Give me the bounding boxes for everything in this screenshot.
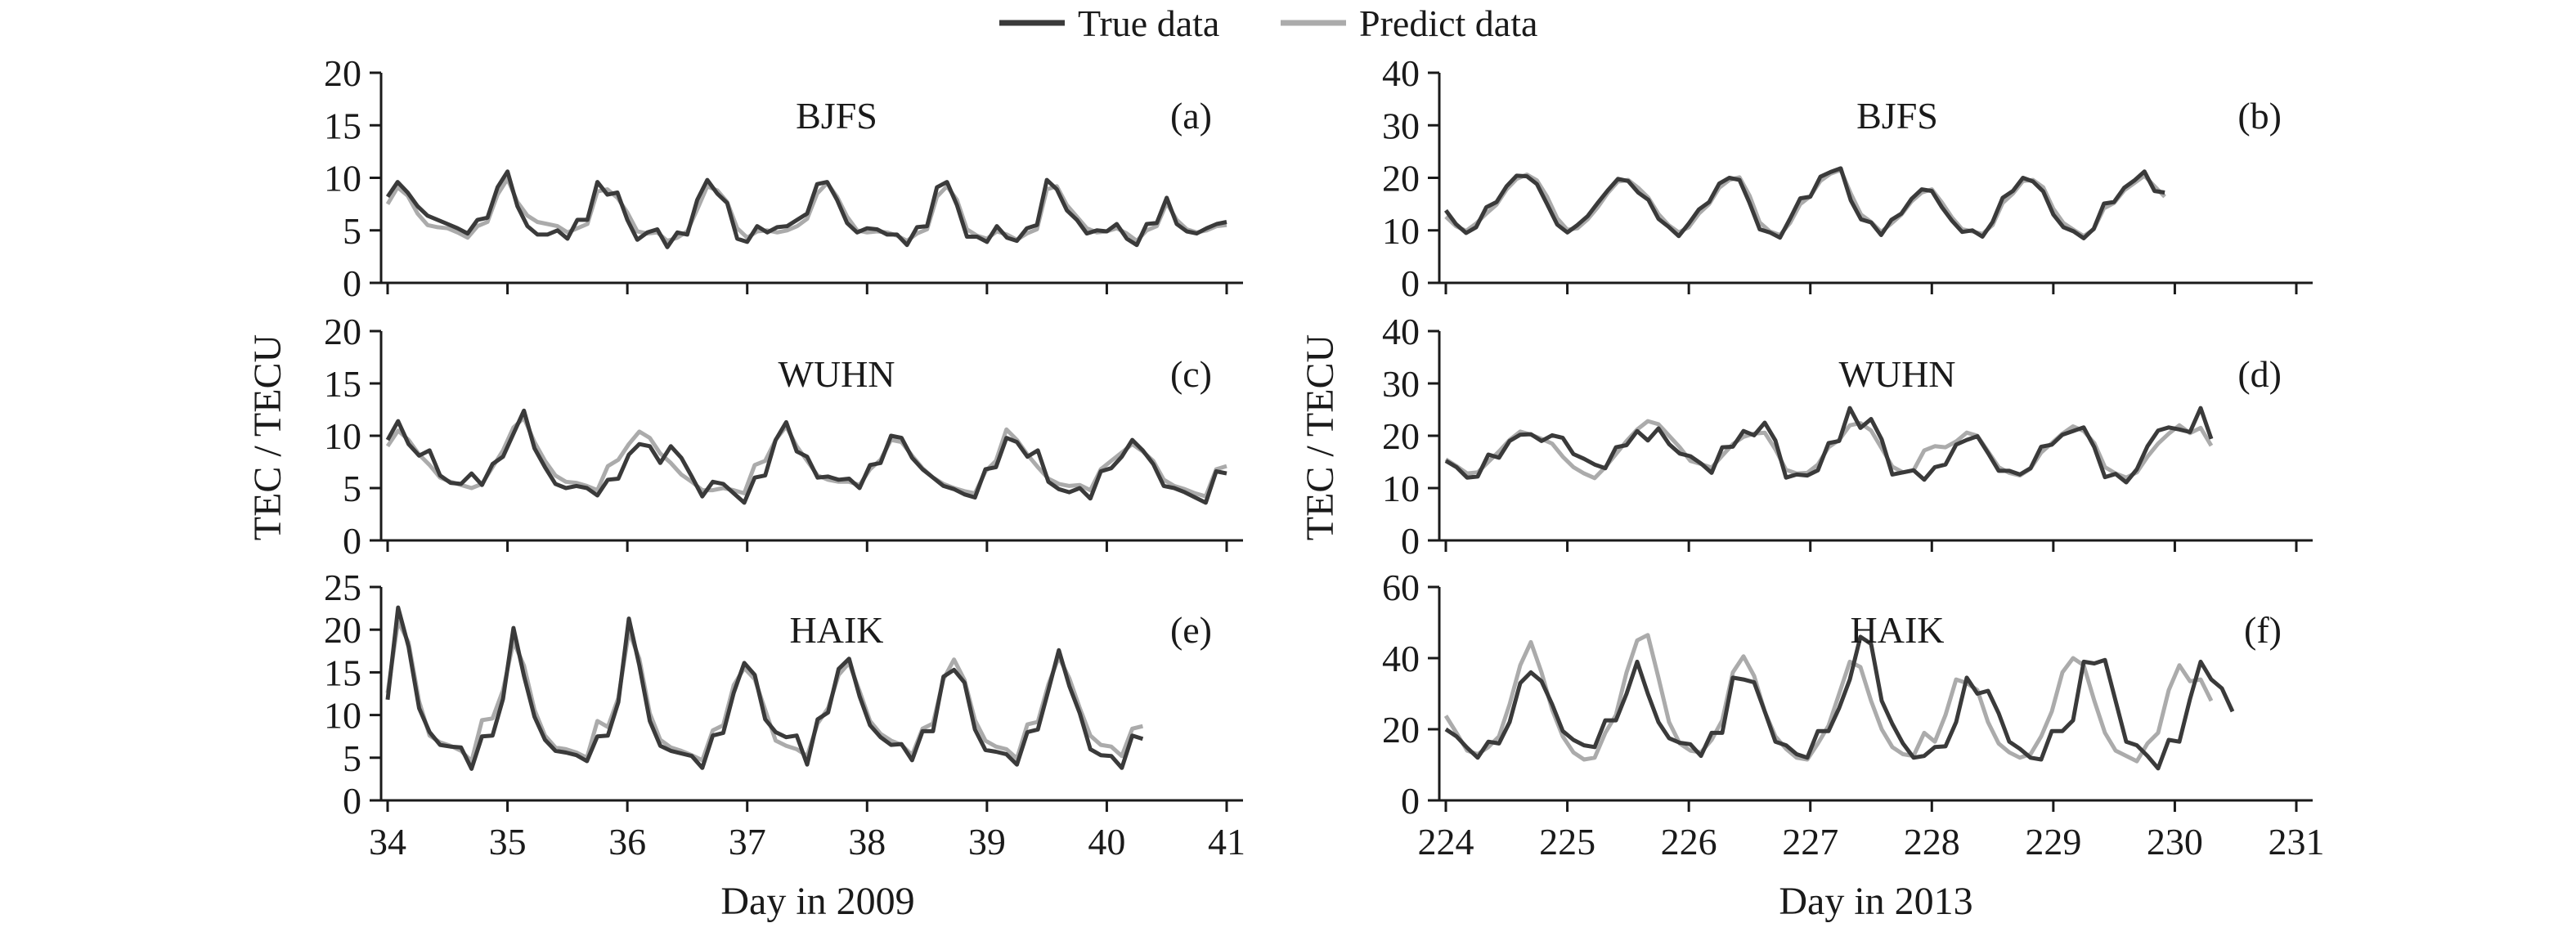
y-tick-label: 20 <box>324 609 361 651</box>
x-tick-label: 227 <box>1782 821 1838 863</box>
series-line-true <box>1444 406 2214 485</box>
y-tick-label: 15 <box>324 105 361 146</box>
y-tick-label: 5 <box>343 737 361 779</box>
right-x-axis-title: Day in 2013 <box>1779 880 1972 923</box>
station-title: WUHN <box>1838 353 1955 395</box>
panel-wuhn-d: 0 10 20 30 40 WUHN (d) <box>1382 311 2313 562</box>
series-line-predict <box>385 619 1143 764</box>
series-line-true <box>385 605 1144 771</box>
y-tick-label: 0 <box>343 520 361 562</box>
y-tick-label: 25 <box>324 567 361 608</box>
right-y-axis-title: TEC / TECU <box>1299 334 1342 540</box>
panel-bjfs-a: 0 5 10 15 20 BJFS (a) <box>324 52 1243 304</box>
x-tick-label: 41 <box>1208 821 1245 863</box>
legend: True data Predict data <box>999 2 1537 44</box>
y-tick-label: 0 <box>343 780 361 822</box>
x-tick-label: 225 <box>1539 821 1595 863</box>
panel-letter: (c) <box>1170 353 1212 395</box>
y-tick-label: 10 <box>324 415 361 457</box>
panel-haik-f: 0 20 40 60 224 225 226 227 228 229 230 231 HAIK (f) <box>1382 567 2325 863</box>
left-x-axis-title: Day in 2009 <box>720 880 914 923</box>
panel-wuhn-c: 0 5 10 15 20 WUHN (c) <box>324 311 1243 562</box>
y-tick-label: 10 <box>324 695 361 737</box>
station-title: BJFS <box>1856 95 1938 137</box>
panel-letter: (f) <box>2244 609 2282 651</box>
panel-letter: (e) <box>1170 609 1212 651</box>
y-tick-label: 15 <box>324 652 361 693</box>
x-tick-label: 229 <box>2025 821 2081 863</box>
y-tick-label: 20 <box>1382 415 1420 457</box>
x-tick-label: 231 <box>2269 821 2325 863</box>
y-tick-label: 10 <box>1382 210 1420 252</box>
station-title: BJFS <box>796 95 877 137</box>
x-tick-label: 224 <box>1418 821 1474 863</box>
y-tick-label: 20 <box>324 52 361 94</box>
series-line-true <box>385 408 1227 505</box>
station-title: HAIK <box>1851 609 1945 651</box>
y-tick-label: 40 <box>1382 311 1420 352</box>
x-tick-label: 37 <box>729 821 766 863</box>
left-y-axis-title: TEC / TECU <box>246 334 289 540</box>
x-tick-label: 230 <box>2147 821 2203 863</box>
y-tick-label: 5 <box>343 468 361 509</box>
y-tick-label: 40 <box>1382 52 1420 94</box>
series-line-predict <box>385 177 1227 244</box>
y-tick-label: 5 <box>343 210 361 252</box>
x-tick-label: 40 <box>1088 821 1125 863</box>
y-tick-label: 15 <box>324 363 361 405</box>
y-tick-label: 10 <box>1382 468 1420 509</box>
x-tick-label: 35 <box>489 821 527 863</box>
y-tick-label: 10 <box>324 158 361 199</box>
y-tick-label: 40 <box>1382 638 1420 679</box>
panel-bjfs-b: 0 10 20 30 40 BJFS (b) <box>1382 52 2313 304</box>
x-tick-label: 36 <box>608 821 646 863</box>
y-tick-label: 0 <box>343 262 361 304</box>
station-title: HAIK <box>790 609 884 651</box>
y-tick-label: 0 <box>1401 262 1420 304</box>
y-tick-label: 30 <box>1382 105 1420 146</box>
legend-true-label: True data <box>1078 2 1219 44</box>
panel-letter: (b) <box>2237 95 2282 137</box>
x-tick-label: 39 <box>968 821 1006 863</box>
y-tick-label: 30 <box>1382 363 1420 405</box>
station-title: WUHN <box>778 353 895 395</box>
series-line-true <box>1443 166 2165 240</box>
series-line-true <box>1444 634 2235 771</box>
y-tick-label: 0 <box>1401 520 1420 562</box>
x-tick-label: 38 <box>848 821 886 863</box>
y-tick-label: 20 <box>1382 709 1420 751</box>
x-tick-label: 226 <box>1661 821 1717 863</box>
panel-letter: (d) <box>2237 353 2282 395</box>
x-tick-label: 228 <box>1904 821 1960 863</box>
y-tick-label: 60 <box>1382 567 1420 608</box>
y-tick-label: 20 <box>1382 158 1420 199</box>
y-tick-label: 0 <box>1401 780 1420 822</box>
series-line-true <box>385 169 1227 249</box>
legend-predict-label: Predict data <box>1359 2 1537 44</box>
series-line-predict <box>1444 168 2166 239</box>
series-line-predict <box>1443 633 2214 764</box>
panel-letter: (a) <box>1170 95 1212 137</box>
y-tick-label: 20 <box>324 311 361 352</box>
x-tick-label: 34 <box>369 821 406 863</box>
